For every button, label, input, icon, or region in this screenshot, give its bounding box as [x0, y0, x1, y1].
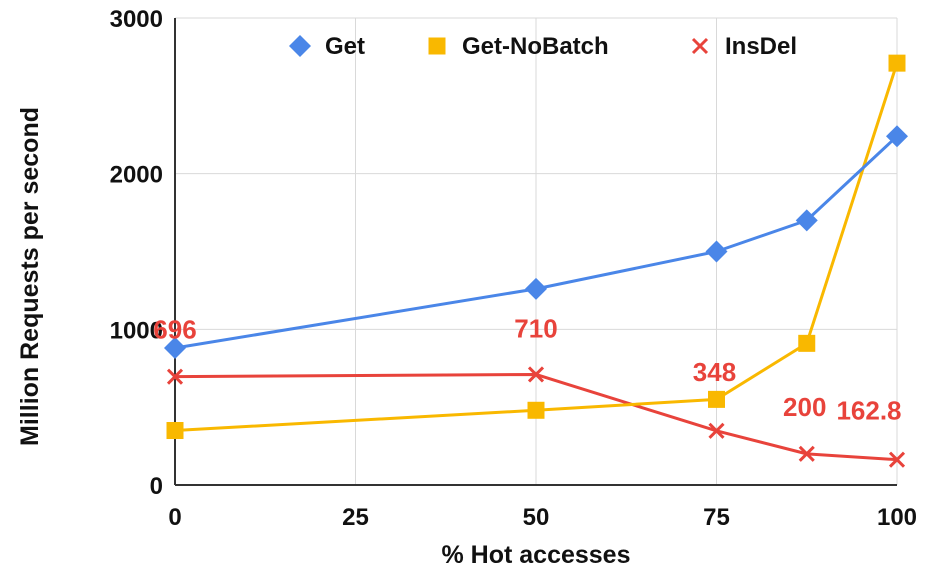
marker-stroke	[708, 422, 725, 439]
data-point	[798, 445, 815, 462]
legend-marker	[691, 37, 709, 55]
legend-label: InsDel	[725, 33, 797, 60]
data-point	[166, 368, 184, 385]
x-axis-title: % Hot accesses	[441, 541, 630, 569]
series-layer	[164, 54, 908, 468]
y-tick-label: 0	[150, 473, 163, 500]
x-tick-label: 0	[168, 504, 181, 531]
legend-marker	[289, 35, 311, 57]
data-label: 200	[783, 392, 826, 422]
series-get	[164, 125, 908, 360]
axes: 0 1000 2000 3000 0 25 50 75 100	[110, 6, 917, 531]
data-point	[527, 401, 545, 419]
legend: Get Get-NoBatch InsDel	[289, 33, 797, 60]
data-point	[708, 390, 725, 408]
data-label: 348	[693, 357, 736, 387]
y-axis-title: Million Requests per second	[16, 107, 44, 446]
data-point	[164, 337, 186, 360]
series-get-nobatch	[166, 54, 906, 440]
data-point	[798, 334, 816, 352]
marker-stroke	[888, 451, 906, 468]
marker-stroke	[691, 37, 709, 55]
data-point	[888, 451, 906, 468]
series-insdel	[166, 366, 906, 468]
marker-stroke	[798, 445, 815, 462]
marker-stroke	[527, 366, 545, 383]
marker-stroke	[166, 368, 184, 385]
data-point	[166, 422, 184, 440]
x-tick-label: 75	[703, 504, 730, 531]
legend-item-get-nobatch: Get-NoBatch	[428, 33, 609, 60]
x-tick-label: 50	[523, 504, 550, 531]
legend-item-insdel: InsDel	[691, 33, 797, 60]
data-label: 696	[153, 315, 196, 345]
data-point	[525, 277, 547, 300]
data-point	[708, 422, 725, 439]
data-label: 710	[514, 313, 557, 343]
data-point	[888, 54, 906, 72]
data-point	[705, 240, 728, 263]
legend-item-get: Get	[289, 33, 365, 60]
y-tick-label: 1000	[110, 317, 163, 344]
data-labels: 696 710 348 200 162.8	[153, 313, 901, 425]
x-tick-label: 100	[877, 504, 917, 531]
data-point	[795, 209, 818, 232]
y-tick-label: 3000	[110, 6, 163, 33]
data-point	[886, 125, 908, 148]
data-label: 162.8	[836, 396, 901, 426]
legend-marker	[428, 37, 446, 55]
legend-label: Get	[325, 33, 365, 60]
x-tick-label: 25	[342, 504, 369, 531]
y-tick-label: 2000	[110, 162, 163, 189]
data-point	[527, 366, 545, 383]
legend-label: Get-NoBatch	[462, 33, 609, 60]
